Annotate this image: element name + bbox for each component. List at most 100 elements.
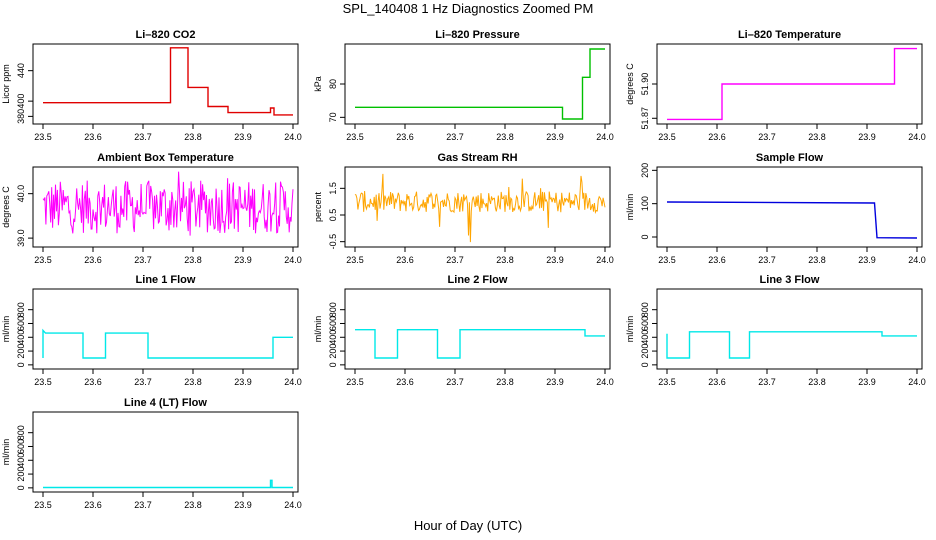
x-tick-label: 23.6 [84, 500, 102, 510]
x-tick-label: 23.8 [184, 500, 202, 510]
y-tick-label: 600 [640, 316, 650, 331]
x-tick-label: 24.0 [284, 255, 302, 265]
panel-title: Gas Stream RH [437, 152, 517, 164]
y-axis-label: ml/min [1, 439, 11, 466]
y-tick-label: 200 [640, 344, 650, 359]
y-axis-label: ml/min [625, 194, 635, 221]
y-tick-label: 200 [16, 467, 26, 482]
x-tick-label: 23.8 [184, 132, 202, 142]
x-tick-label: 23.8 [496, 377, 514, 387]
x-tick-label: 23.9 [546, 255, 564, 265]
y-tick-label: 200 [16, 344, 26, 359]
panel-1: Li–820 CO2 Licor ppm 23.5 23.6 23.7 23.8 23.9 2… [1, 29, 302, 142]
x-tick-label: 23.7 [134, 132, 152, 142]
y-tick-label: 400 [16, 94, 26, 109]
y-tick-label: 800 [16, 425, 26, 440]
y-tick-label: 80 [328, 79, 338, 89]
figure-title: SPL_140408 1 Hz Diagnostics Zoomed PM [342, 1, 594, 16]
plot-frame [32, 411, 299, 493]
series-line [666, 201, 918, 239]
y-tick-label: 39.0 [16, 229, 26, 247]
panel-title: Li–820 Pressure [435, 29, 519, 41]
x-tick-label: 23.8 [184, 255, 202, 265]
x-tick-label: 23.5 [658, 377, 676, 387]
y-tick-label: 40.0 [16, 185, 26, 203]
x-tick-label: 23.6 [396, 132, 414, 142]
x-tick-label: 23.8 [808, 377, 826, 387]
y-axis-label: degrees C [625, 63, 635, 105]
x-tick-label: 23.5 [34, 132, 52, 142]
x-tick-label: 24.0 [908, 255, 926, 265]
x-tick-label: 23.9 [546, 377, 564, 387]
y-tick-label: 0 [640, 234, 650, 239]
y-tick-label: 400 [16, 453, 26, 468]
y-tick-label: 400 [16, 330, 26, 345]
y-tick-label: 0 [640, 362, 650, 367]
x-tick-label: 23.7 [134, 500, 152, 510]
y-tick-label: 51.87 [640, 107, 650, 130]
series-line [355, 48, 605, 120]
y-tick-label: 0 [328, 362, 338, 367]
x-tick-label: 23.6 [708, 132, 726, 142]
panel-9: Line 3 Flow ml/min 23.5 23.6 23.7 23.8 23.9 24.… [625, 274, 926, 387]
x-tick-label: 23.6 [396, 377, 414, 387]
x-tick-label: 24.0 [596, 377, 614, 387]
panel-title: Li–820 Temperature [738, 29, 841, 41]
x-tick-label: 23.7 [446, 377, 464, 387]
series-line [42, 328, 293, 359]
x-tick-label: 23.9 [858, 132, 876, 142]
y-axis-label: ml/min [313, 316, 323, 343]
x-tick-label: 23.8 [496, 132, 514, 142]
panel-title: Sample Flow [756, 152, 824, 164]
x-tick-label: 23.7 [134, 377, 152, 387]
x-tick-label: 23.7 [758, 132, 776, 142]
series-line [43, 479, 293, 489]
x-tick-label: 24.0 [284, 500, 302, 510]
x-tick-label: 23.5 [346, 132, 364, 142]
y-tick-label: 0 [16, 362, 26, 367]
x-axis-title: Hour of Day (UTC) [413, 518, 523, 533]
x-tick-label: 23.5 [34, 255, 52, 265]
y-tick-label: 0 [16, 485, 26, 490]
x-tick-label: 23.5 [346, 377, 364, 387]
series-line [42, 171, 294, 236]
panel-2: Li–820 Pressure kPa 23.5 23.6 23.7 23.8 23.9 24… [313, 29, 614, 142]
series-line [354, 173, 606, 243]
panel-title: Line 1 Flow [136, 274, 196, 286]
plot-frame [32, 166, 299, 248]
y-tick-label: 800 [640, 302, 650, 317]
x-tick-label: 23.6 [84, 255, 102, 265]
y-axis-label: ml/min [1, 316, 11, 343]
x-tick-label: 23.5 [658, 255, 676, 265]
x-tick-label: 23.5 [346, 255, 364, 265]
y-tick-label: 600 [16, 439, 26, 454]
x-tick-label: 24.0 [908, 377, 926, 387]
y-tick-label: 800 [328, 302, 338, 317]
y-tick-label: 51.90 [640, 73, 650, 96]
y-tick-label: 200 [640, 163, 650, 178]
x-tick-label: 23.7 [446, 255, 464, 265]
panel-title: Line 4 (LT) Flow [124, 397, 207, 409]
x-tick-label: 23.5 [658, 132, 676, 142]
x-tick-label: 23.6 [84, 377, 102, 387]
y-axis-label: ml/min [625, 316, 635, 343]
panel-8: Line 2 Flow ml/min 23.5 23.6 23.7 23.8 23.9 24.… [313, 274, 614, 387]
x-tick-label: 23.6 [84, 132, 102, 142]
y-tick-label: 400 [328, 330, 338, 345]
x-tick-label: 23.7 [758, 255, 776, 265]
y-axis-label: percent [313, 191, 323, 222]
panel-title: Line 3 Flow [760, 274, 820, 286]
x-tick-label: 23.8 [496, 255, 514, 265]
y-tick-label: 70 [328, 112, 338, 122]
x-tick-label: 23.5 [34, 377, 52, 387]
x-tick-label: 24.0 [596, 255, 614, 265]
panel-5: Gas Stream RH percent 23.5 23.6 23.7 23.8 23.9… [313, 152, 614, 265]
y-tick-label: 800 [16, 302, 26, 317]
x-tick-label: 23.7 [134, 255, 152, 265]
y-axis-label: Licor ppm [1, 64, 11, 104]
y-tick-label: 100 [640, 196, 650, 211]
y-tick-label: 1.5 [328, 182, 338, 195]
series-line [355, 329, 605, 359]
panel-10: Line 4 (LT) Flow ml/min 23.5 23.6 23.7 23.8 23… [1, 397, 302, 510]
x-tick-label: 23.9 [546, 132, 564, 142]
